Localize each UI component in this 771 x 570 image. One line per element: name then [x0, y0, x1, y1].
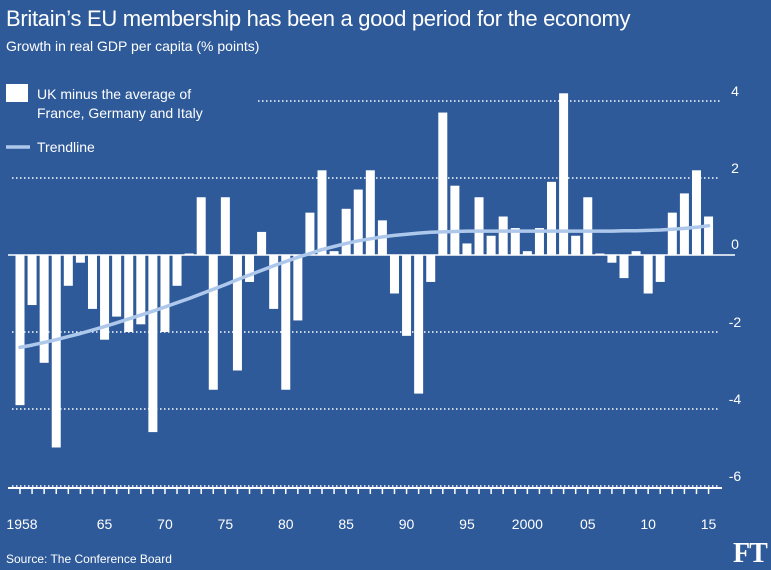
x-tick-label: 1958 — [6, 516, 37, 532]
x-tick-label: 90 — [399, 516, 415, 532]
bar — [498, 216, 508, 255]
ft-logo: FT — [733, 538, 768, 569]
bar — [389, 255, 399, 294]
bar — [208, 255, 218, 390]
bar — [353, 189, 363, 255]
bar — [450, 185, 460, 255]
bar — [257, 231, 267, 255]
x-tick-label: 70 — [157, 516, 173, 532]
legend-bar-label: France, Germany and Italy — [37, 105, 203, 121]
bar — [607, 255, 617, 263]
bar — [547, 181, 557, 255]
bar — [124, 255, 134, 332]
bar — [474, 197, 484, 255]
y-tick-label: -2 — [729, 314, 742, 330]
y-tick-label: 4 — [731, 83, 739, 99]
bar — [438, 112, 448, 255]
y-tick-label: 0 — [731, 236, 739, 252]
bar — [571, 235, 581, 255]
bar — [15, 255, 25, 406]
bar — [305, 212, 315, 255]
bar — [63, 255, 73, 286]
bar — [51, 255, 61, 448]
chart-title: Britain’s EU membership has been a good … — [6, 6, 631, 31]
bar — [87, 255, 97, 309]
bar — [522, 251, 532, 255]
bar — [293, 255, 303, 321]
bar — [341, 208, 351, 255]
bar — [486, 235, 496, 255]
y-axis-labels: 4 2 0 -2 -4 -6 — [729, 83, 742, 484]
bar — [112, 255, 122, 317]
bar — [691, 170, 701, 255]
x-tick-label: 2000 — [512, 516, 543, 532]
chart-subtitle: Growth in real GDP per capita (% points) — [6, 38, 260, 54]
trendline-series — [18, 223, 711, 350]
x-tick-label: 80 — [278, 516, 294, 532]
bar — [619, 255, 629, 279]
bar — [643, 255, 653, 294]
x-tick-label: 85 — [338, 516, 354, 532]
bar — [75, 255, 85, 263]
bar — [148, 255, 158, 433]
bar — [462, 243, 472, 255]
x-tick-label: 95 — [459, 516, 475, 532]
bar — [160, 255, 170, 332]
y-tick-label: -6 — [729, 468, 742, 484]
bar — [136, 255, 146, 325]
bar — [365, 170, 375, 255]
bar — [631, 251, 641, 255]
legend-trendline-label: Trendline — [37, 139, 95, 155]
bar — [196, 197, 206, 255]
legend-bar-label: UK minus the average of — [37, 86, 191, 102]
bar — [232, 255, 242, 371]
bar — [414, 255, 424, 394]
bar — [317, 170, 327, 255]
bar — [329, 251, 339, 255]
bar — [269, 255, 279, 309]
bar — [245, 255, 255, 282]
bar — [426, 255, 436, 282]
bar — [172, 255, 182, 286]
bar — [281, 255, 291, 390]
bar — [39, 255, 49, 363]
source-note: Source: The Conference Board — [6, 552, 172, 566]
y-tick-label: 2 — [731, 160, 739, 176]
legend: UK minus the average of France, Germany a… — [6, 84, 203, 155]
bars — [15, 93, 714, 448]
y-tick-label: -4 — [729, 391, 742, 407]
x-axis: 1958 65 70 75 80 85 90 95 2000 05 10 15 — [6, 487, 722, 532]
bar — [402, 255, 412, 336]
bar — [510, 228, 520, 255]
bar — [679, 193, 689, 255]
bar — [100, 255, 110, 340]
bar — [534, 228, 544, 255]
bar — [220, 197, 230, 255]
gridlines — [12, 100, 720, 487]
legend-bar-swatch — [6, 84, 28, 102]
x-tick-label: 15 — [701, 516, 717, 532]
x-tick-label: 65 — [97, 516, 113, 532]
bar — [559, 93, 569, 255]
x-tick-label: 05 — [580, 516, 596, 532]
bar — [583, 197, 593, 255]
x-tick-label: 75 — [218, 516, 234, 532]
bar — [704, 216, 714, 255]
x-tick-label: 10 — [640, 516, 656, 532]
bar — [667, 212, 677, 255]
bar — [27, 255, 37, 306]
bar — [655, 255, 665, 282]
